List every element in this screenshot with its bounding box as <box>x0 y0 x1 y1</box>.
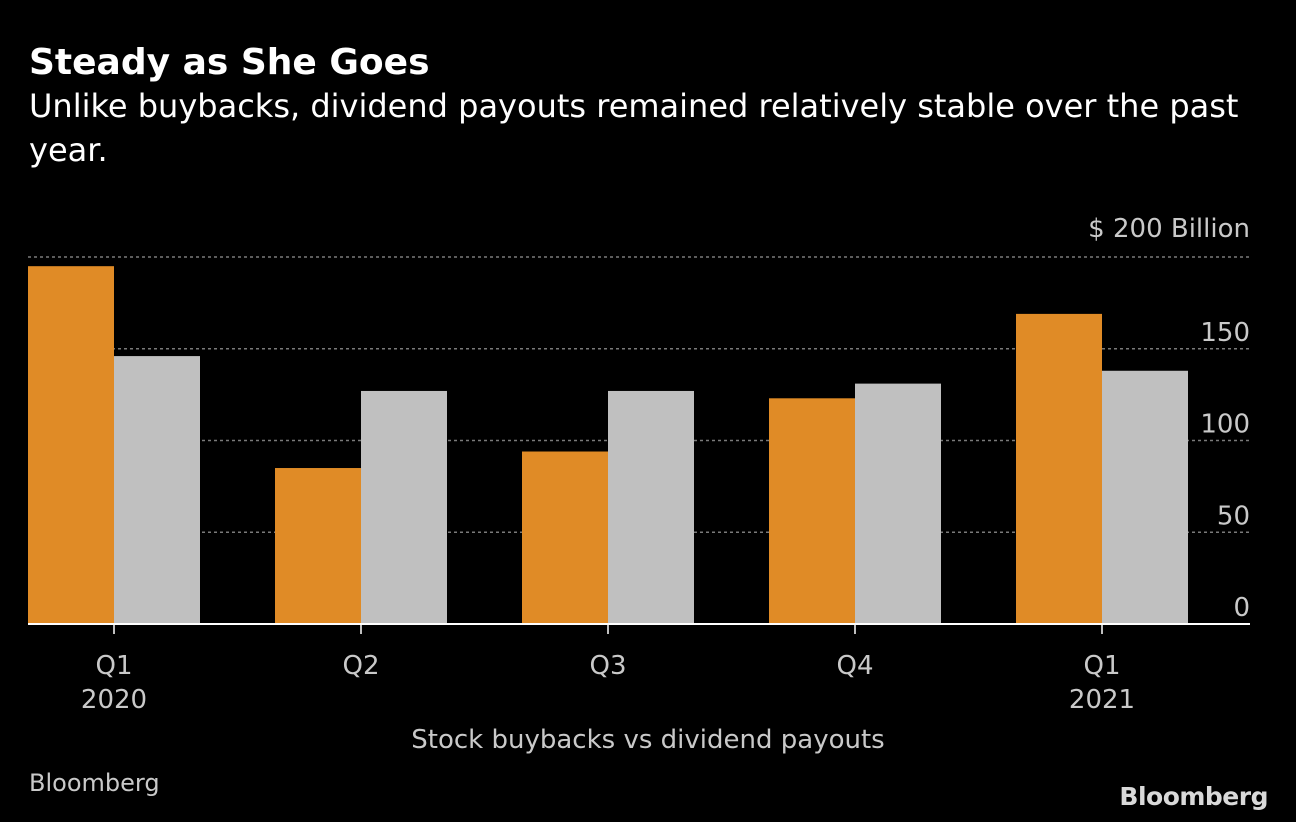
bar-dividends <box>608 390 694 624</box>
source-label: Bloomberg <box>29 769 160 797</box>
y-tick-label: 50 <box>1217 501 1250 531</box>
y-tick-label: 100 <box>1200 410 1250 440</box>
bar-dividends <box>361 390 447 624</box>
x-tick-label: Q2 <box>342 651 379 681</box>
x-tick-label: Q3 <box>589 651 626 681</box>
bar-dividends <box>1102 370 1188 624</box>
y-tick-label: 150 <box>1200 318 1250 348</box>
bar-buybacks <box>275 468 361 624</box>
x-tick-label: Q1 <box>1083 651 1120 681</box>
bloomberg-logo: Bloomberg <box>1119 782 1268 811</box>
bar-dividends <box>855 383 941 624</box>
chart-title: Steady as She Goes <box>29 42 430 83</box>
bars <box>28 266 1188 624</box>
chart-subtitle: Unlike buybacks, dividend payouts remain… <box>29 87 1239 169</box>
x-tick-label: Q4 <box>836 651 873 681</box>
axis-labels: 0 50 100 150 $ 200 Billion Q1 2020 Q2 Q3 Q4 Q1 2021 <box>81 214 1250 715</box>
x-axis-title: Stock buybacks vs dividend payouts <box>411 725 884 755</box>
bar-dividends <box>114 356 200 624</box>
bar-buybacks <box>769 398 855 624</box>
y-unit-label: $ 200 Billion <box>1088 214 1250 244</box>
x-tick-year-label: 2020 <box>81 685 147 715</box>
bar-buybacks <box>522 451 608 624</box>
y-tick-label: 0 <box>1233 593 1250 623</box>
x-tick-label: Q1 <box>95 651 132 681</box>
bar-buybacks <box>28 266 114 624</box>
x-tick-year-label: 2021 <box>1069 685 1135 715</box>
axes <box>28 623 1250 634</box>
bar-buybacks <box>1016 313 1102 624</box>
